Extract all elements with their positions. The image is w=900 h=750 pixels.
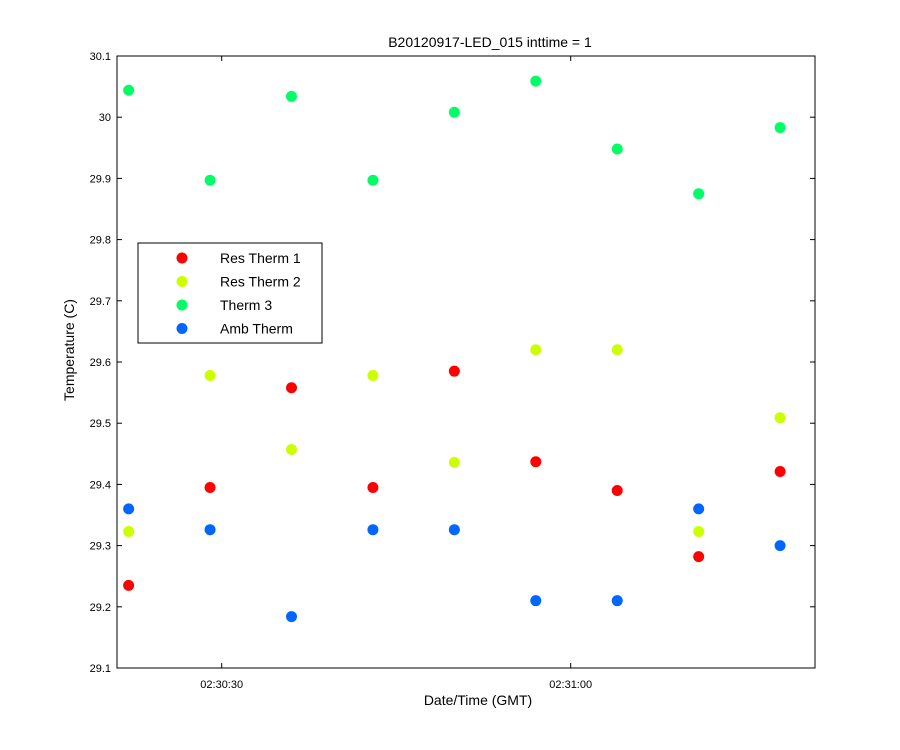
x-tick-label: 02:31:00 xyxy=(549,679,592,691)
data-point xyxy=(774,412,786,424)
data-point xyxy=(611,595,623,607)
data-point xyxy=(204,369,216,381)
series-2 xyxy=(123,75,786,200)
legend-label: Res Therm 1 xyxy=(220,250,301,266)
data-point xyxy=(367,369,379,381)
data-point xyxy=(123,526,135,538)
y-tick-label: 29.9 xyxy=(90,173,111,185)
legend-marker xyxy=(176,323,188,334)
data-point xyxy=(448,524,460,536)
data-point xyxy=(448,456,460,468)
data-point xyxy=(530,456,542,468)
data-point xyxy=(693,503,705,515)
data-point xyxy=(611,344,623,356)
data-point xyxy=(693,188,705,200)
data-point xyxy=(774,122,786,134)
data-point xyxy=(204,481,216,493)
plot-frame xyxy=(116,55,816,669)
data-point xyxy=(774,540,786,552)
chart-title: B20120917-LED_015 inttime = 1 xyxy=(388,34,592,50)
data-point xyxy=(448,106,460,118)
legend-marker xyxy=(176,252,188,264)
legend-label: Amb Therm xyxy=(220,321,293,337)
y-tick-label: 29.4 xyxy=(90,479,111,491)
data-point xyxy=(286,90,297,102)
data-point xyxy=(123,503,135,515)
data-point xyxy=(774,466,786,478)
data-point xyxy=(286,382,297,394)
x-axis: 02:30:30 02:31:00 xyxy=(200,56,592,691)
y-tick-label: 29.1 xyxy=(90,663,111,675)
data-point xyxy=(448,365,460,377)
y-tick-label: 30 xyxy=(99,112,111,124)
legend-box xyxy=(137,242,323,344)
series-1 xyxy=(123,344,786,538)
y-tick-label: 29.5 xyxy=(90,418,111,430)
y-tick-label: 29.7 xyxy=(90,296,111,308)
y-axis-title: Temperature (C) xyxy=(61,299,77,401)
series-0 xyxy=(123,365,786,591)
data-point xyxy=(530,344,542,356)
data-point xyxy=(286,611,297,623)
legend: Res Therm 1 Res Therm 2 Therm 3 Amb Therm xyxy=(137,242,323,344)
x-tick-label: 02:30:30 xyxy=(200,679,243,691)
y-tick-label: 29.8 xyxy=(90,235,111,247)
data-point xyxy=(367,481,379,493)
y-tick-label: 29.3 xyxy=(90,541,111,553)
y-tick-label: 30.1 xyxy=(90,51,111,63)
data-point xyxy=(611,143,623,155)
y-axis: 29.1 29.2 29.3 29.4 29.5 29.6 29.7 29.8 29.9 30 30… xyxy=(90,51,815,675)
data-point xyxy=(611,485,623,497)
data-point xyxy=(367,524,379,536)
legend-marker xyxy=(176,299,188,311)
legend-marker xyxy=(176,276,188,287)
data-point xyxy=(204,524,216,536)
data-point xyxy=(693,551,705,563)
y-tick-label: 29.2 xyxy=(90,602,111,614)
data-point xyxy=(367,174,379,186)
series-3 xyxy=(123,503,786,623)
data-point xyxy=(530,75,542,87)
x-axis-title: Date/Time (GMT) xyxy=(424,692,532,708)
data-point xyxy=(530,595,542,607)
legend-label: Res Therm 2 xyxy=(220,274,301,290)
data-point xyxy=(123,579,135,591)
y-tick-label: 29.6 xyxy=(90,357,111,369)
data-point xyxy=(693,526,705,538)
data-point xyxy=(123,84,135,96)
data-point xyxy=(286,444,297,456)
legend-label: Therm 3 xyxy=(220,297,272,313)
data-points xyxy=(123,75,786,623)
data-point xyxy=(204,174,216,186)
